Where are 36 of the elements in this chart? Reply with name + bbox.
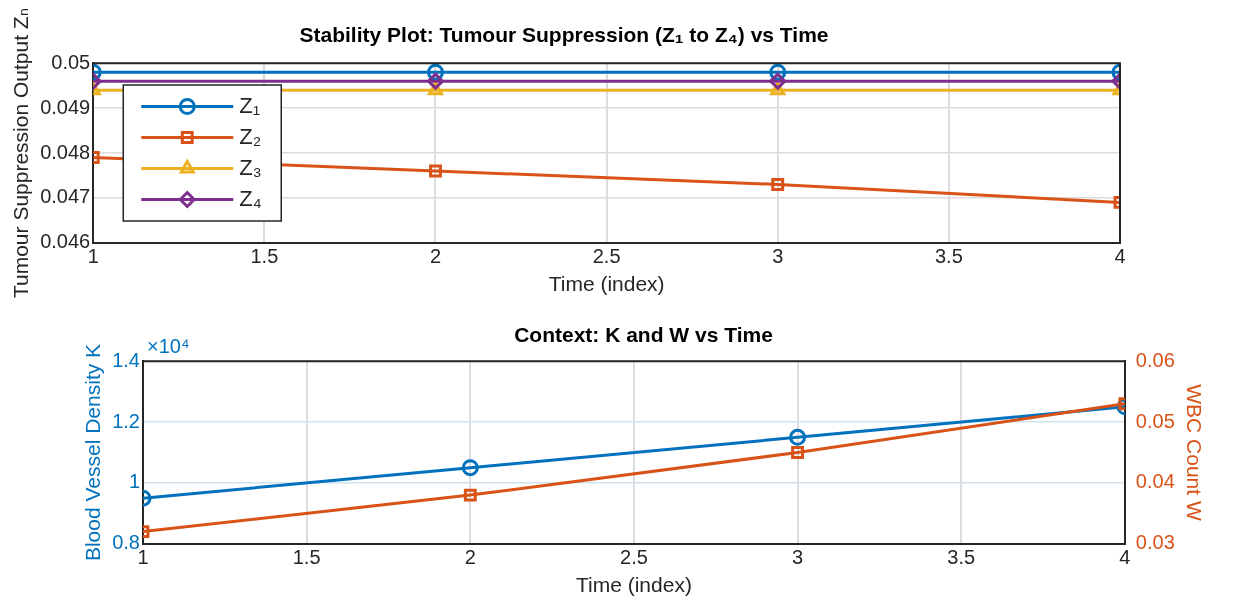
x-tick-label: 2.5 <box>620 546 648 569</box>
x-tick-label: 3 <box>772 245 784 268</box>
y-axis-title: Blood Vessel Density K <box>81 343 105 562</box>
x-axis-title: Time (index) <box>548 272 665 296</box>
y-tick-label: 0.047 <box>40 185 91 208</box>
text: ×10⁴ <box>147 334 190 357</box>
y-tick-label: 0.8 <box>112 531 140 554</box>
x-tick-label: 1.5 <box>292 546 321 569</box>
x-axis-title: Time (index) <box>575 573 692 597</box>
y2-tick-label: 0.06 <box>1135 348 1175 371</box>
x-tick-label: 3.5 <box>947 546 976 569</box>
x-tick-label: 2.5 <box>592 245 621 268</box>
y-tick-label: 1.2 <box>112 409 140 432</box>
y-tick-label: 0.05 <box>51 50 91 73</box>
y-axis-title: Tumour Suppression Output Zₙ <box>9 7 33 299</box>
y2-tick-label: 0.04 <box>1135 470 1175 493</box>
legend-label: Z₃ <box>239 154 262 180</box>
x-tick-label: 1.5 <box>250 245 279 268</box>
x-tick-label: 4 <box>1119 546 1131 569</box>
x-tick-label: 3 <box>792 546 804 569</box>
x-tick-label: 2 <box>429 245 442 268</box>
legend-label: Z₁ <box>239 92 261 118</box>
y-tick-label: 1 <box>128 470 140 493</box>
y2-axis-title: WBC Count W <box>1182 384 1206 521</box>
x-tick-label: 3.5 <box>934 245 963 268</box>
x-tick-label: 2 <box>464 546 476 569</box>
y2-tick-label: 0.03 <box>1135 531 1175 554</box>
x-tick-label: 4 <box>1114 245 1126 268</box>
y-tick-label: 1.4 <box>112 348 140 371</box>
chart-title: Context: K and W vs Time <box>514 323 773 347</box>
legend-label: Z₄ <box>239 185 262 211</box>
legend-label: Z₂ <box>239 123 262 149</box>
y-tick-label: 0.048 <box>40 140 91 163</box>
y-tick-label: 0.049 <box>40 95 91 118</box>
chart-title: Stability Plot: Tumour Suppression (Z₁ to Z₄) vs Time <box>299 23 829 47</box>
y2-tick-label: 0.05 <box>1135 409 1175 432</box>
